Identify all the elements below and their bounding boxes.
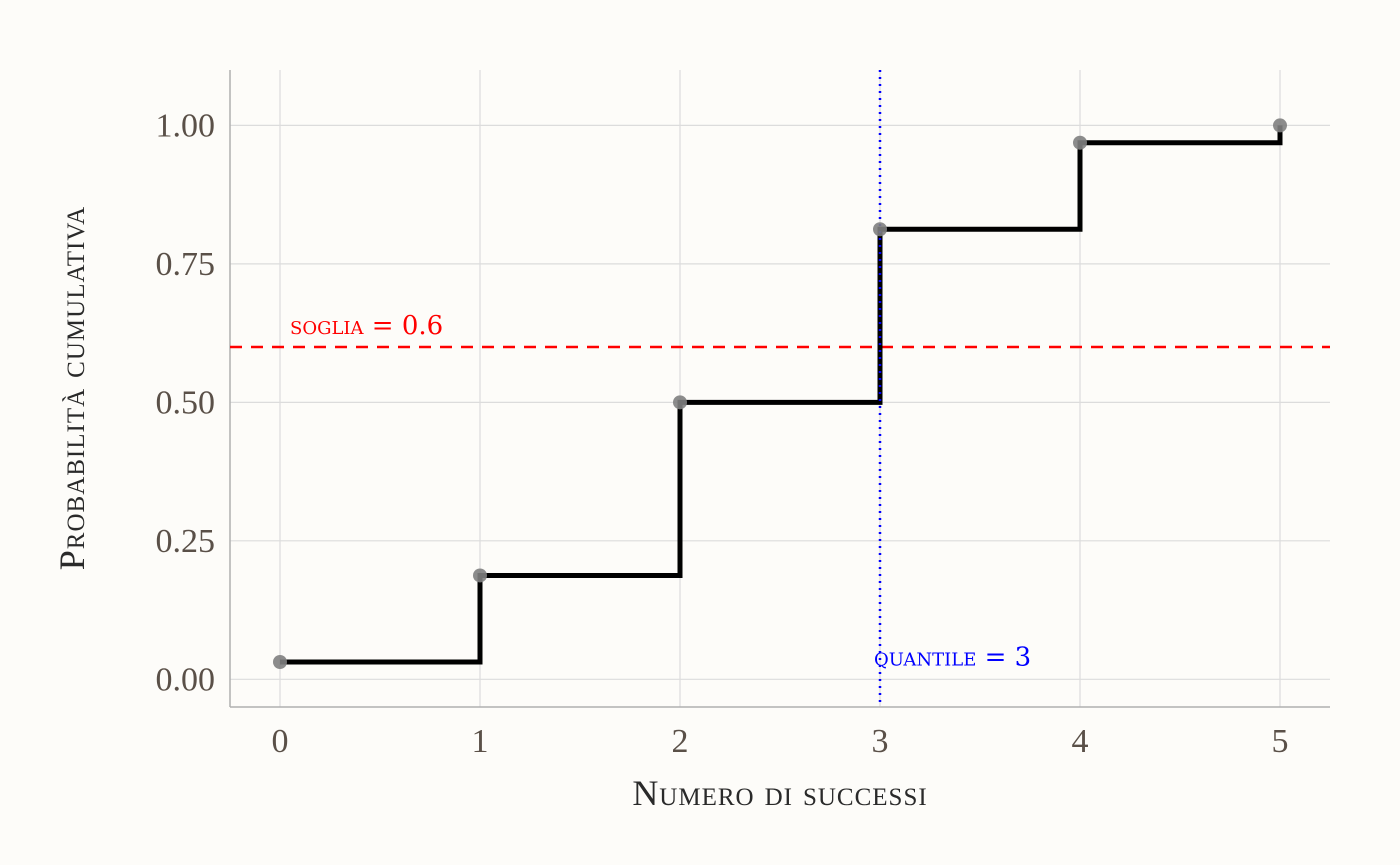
y-tick-label: 0.75 [156,246,216,283]
data-point [473,568,487,583]
y-tick-label: 0.00 [156,661,216,698]
ticks: 0 1 2 3 4 5 0.00 0.25 0.50 0.75 1.00 [156,107,1289,760]
data-point [673,395,687,410]
cdf-step-line [280,125,1283,665]
x-tick-label: 2 [672,723,689,760]
marks [230,70,1330,707]
quantile-label: quantile = 3 [874,643,1031,673]
data-point [1273,118,1287,133]
grid [230,70,1330,707]
y-tick-label: 0.25 [156,523,216,560]
x-tick-label: 5 [1272,723,1289,760]
y-axis-title: Probabilità cumulativa [52,206,92,570]
data-point [273,654,287,669]
x-tick-label: 4 [1072,723,1089,760]
data-point [1073,135,1087,150]
x-tick-label: 3 [872,723,889,760]
x-tick-label: 0 [272,723,289,760]
y-tick-label: 0.50 [156,384,216,421]
x-tick-label: 1 [472,723,489,760]
data-point [873,222,887,237]
threshold-label: soglia = 0.6 [290,311,443,341]
y-tick-label: 1.00 [156,107,216,144]
x-axis-title: Numero di successi [632,773,927,813]
